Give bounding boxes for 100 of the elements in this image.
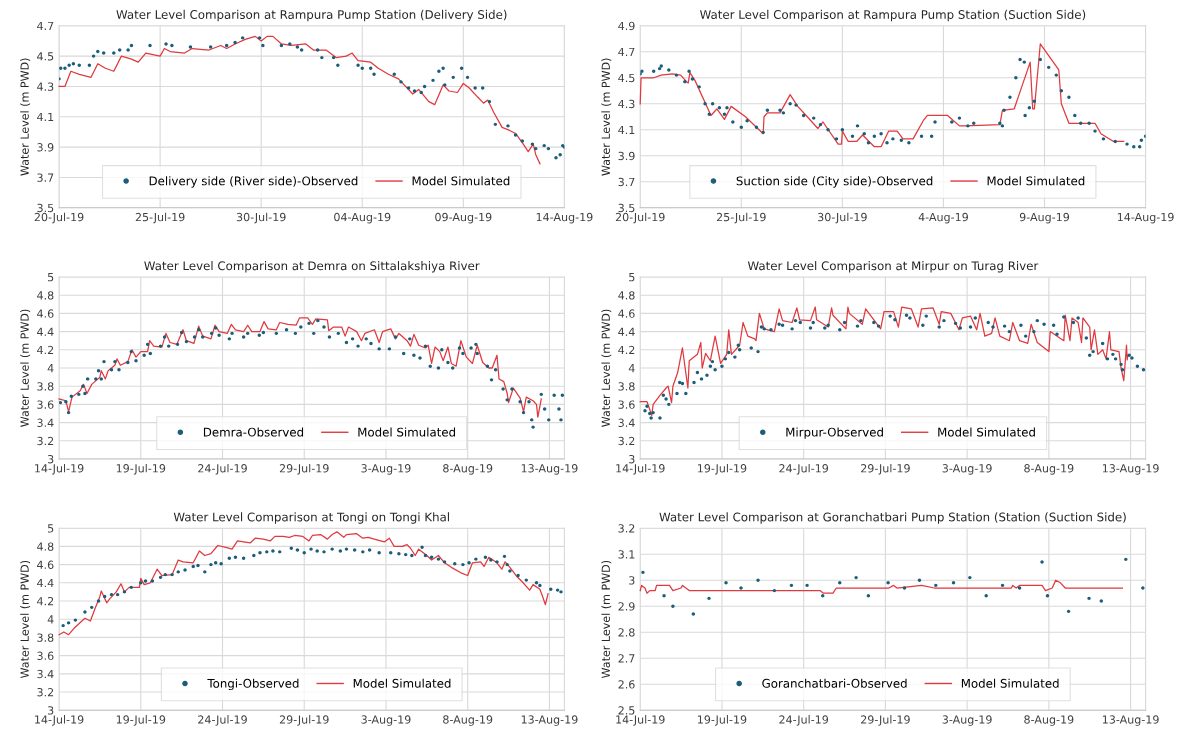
- x-tick-label: 3-Aug-19: [361, 464, 411, 475]
- legend-label: Model Simulated: [358, 427, 456, 437]
- chart-title: Water Level Comparison at Tongi on Tongi Khal: [173, 512, 449, 524]
- y-tick-label: 4.4: [618, 327, 635, 336]
- y-tick-label: 3: [629, 455, 635, 464]
- y-tick-label: 3.8: [37, 382, 54, 391]
- y-tick-label: 3.4: [37, 418, 54, 427]
- y-tick-label: 3.8: [37, 633, 54, 642]
- legend-label: Model Simulated: [961, 678, 1059, 688]
- y-tick-label: 3: [47, 706, 54, 715]
- x-tick-label: 30-Jul-19: [236, 212, 286, 224]
- x-tick-label: 13-Aug-19: [1102, 715, 1159, 726]
- y-tick-label: 3.1: [618, 550, 635, 559]
- x-tick-label: 3-Aug-19: [942, 464, 992, 475]
- y-tick-label: 5: [629, 273, 635, 282]
- x-tick-label: 13-Aug-19: [521, 715, 578, 726]
- y-tick-label: 4.7: [37, 21, 54, 30]
- point: [951, 581, 956, 585]
- y-tick-label: 4.6: [37, 309, 54, 318]
- chart-title: Water Level Comparison at Rampura Pump Station (Suction Side): [700, 9, 1086, 22]
- y-tick-label: 2.6: [618, 680, 635, 689]
- legend-label: Delivery side (River side)-Observed: [149, 176, 358, 188]
- y-axis-title: Water Level (m PWD): [20, 309, 31, 427]
- point: [772, 588, 777, 593]
- legend-label: Model Simulated: [412, 176, 510, 186]
- y-tick-label: 3: [629, 576, 635, 585]
- y-tick-label: 3.4: [618, 418, 635, 427]
- point: [724, 581, 728, 585]
- legend-label: Demra-Observed: [203, 427, 304, 437]
- x-tick-label: 20-Jul-19: [34, 212, 84, 224]
- x-tick-label: 04-Aug-19: [334, 212, 391, 224]
- x-tick-label: 20-Jul-19: [615, 212, 665, 224]
- y-tick-label: 4.4: [37, 578, 54, 588]
- x-tick-label: 14-Aug-19: [1117, 212, 1174, 224]
- y-tick-label: 3.4: [37, 669, 54, 679]
- y-axis-title: Water Level (m PWD): [601, 58, 612, 176]
- point: [789, 583, 794, 588]
- point: [886, 581, 890, 585]
- point: [739, 586, 743, 590]
- y-tick-label: 4.2: [618, 345, 635, 355]
- y-tick-label: 3: [47, 455, 54, 464]
- legend-label: Mirpur-Observed: [786, 427, 883, 439]
- y-tick-label: 3.5: [618, 203, 635, 213]
- y-tick-label: 4.3: [37, 82, 54, 91]
- legend-label: Model Simulated: [353, 678, 451, 688]
- x-tick-label: 13-Aug-19: [1102, 464, 1159, 475]
- y-tick-label: 4.8: [618, 291, 635, 300]
- y-axis-title: Water Level (m PWD): [20, 58, 31, 176]
- y-tick-label: 3.2: [37, 436, 54, 446]
- y-tick-label: 4: [628, 364, 635, 373]
- y-tick-label: 3.6: [618, 400, 635, 409]
- y-tick-label: 4.8: [37, 291, 54, 300]
- x-tick-label: 29-Jul-19: [861, 715, 910, 726]
- y-tick-label: 4.1: [618, 125, 635, 135]
- y-tick-label: 3.2: [618, 524, 635, 533]
- x-tick-label: 4-Aug-19: [918, 212, 968, 224]
- y-tick-label: 4.7: [618, 47, 635, 56]
- y-tick-label: 3.6: [37, 651, 54, 661]
- x-tick-label: 19-Jul-19: [698, 463, 747, 475]
- x-tick-label: 24-Jul-19: [198, 715, 247, 726]
- y-tick-label: 4: [47, 615, 54, 624]
- x-tick-label: 29-Jul-19: [279, 715, 329, 726]
- chart-title: Water Level Comparison at Goranchatbari Pump Station (Station (Suction Side): [659, 512, 1126, 524]
- y-tick-label: 4.5: [618, 73, 635, 83]
- legend-label: Goranchatbari-Observed: [762, 678, 907, 688]
- y-tick-label: 2.8: [618, 628, 635, 637]
- y-tick-label: 2.9: [618, 602, 635, 611]
- y-tick-label: 2.7: [618, 654, 635, 663]
- y-axis-title: Water Level (m PWD): [20, 560, 31, 679]
- y-tick-label: 3.7: [37, 173, 54, 182]
- point: [854, 575, 858, 580]
- y-tick-label: 4.2: [37, 345, 54, 355]
- x-tick-label: 8-Aug-19: [1024, 464, 1074, 475]
- y-tick-label: 4.6: [618, 309, 635, 318]
- chart-title: Water Level Comparison at Demra on Sittalakshiya River: [144, 261, 480, 273]
- x-tick-label: 14-Aug-19: [536, 212, 593, 224]
- x-tick-label: 9-Aug-19: [1019, 212, 1070, 224]
- x-tick-label: 25-Jul-19: [135, 212, 185, 224]
- x-tick-label: 3-Aug-19: [942, 715, 992, 726]
- y-tick-label: 4.9: [618, 21, 635, 31]
- legend-label: Model Simulated: [987, 176, 1085, 186]
- x-tick-label: 13-Aug-19: [521, 464, 578, 475]
- x-tick-label: 24-Jul-19: [779, 463, 829, 475]
- y-tick-label: 3.2: [618, 436, 635, 446]
- x-tick-label: 3-Aug-19: [361, 715, 411, 726]
- x-tick-label: 19-Jul-19: [116, 715, 166, 726]
- x-tick-label: 09-Aug-19: [435, 212, 492, 224]
- y-tick-label: 3.9: [37, 143, 54, 152]
- legend-label: Tongi-Observed: [207, 678, 299, 691]
- x-tick-label: 19-Jul-19: [698, 715, 747, 726]
- y-tick-label: 3.8: [618, 382, 635, 391]
- y-tick-label: 4.8: [37, 542, 54, 551]
- y-tick-label: 4.4: [37, 327, 54, 336]
- y-tick-label: 4: [47, 364, 54, 373]
- point: [968, 575, 972, 580]
- x-tick-label: 19-Jul-19: [116, 463, 166, 475]
- y-tick-label: 4.1: [37, 112, 54, 121]
- x-tick-label: 24-Jul-19: [198, 463, 247, 475]
- y-tick-label: 5: [47, 273, 54, 282]
- x-tick-label: 8-Aug-19: [1024, 715, 1074, 726]
